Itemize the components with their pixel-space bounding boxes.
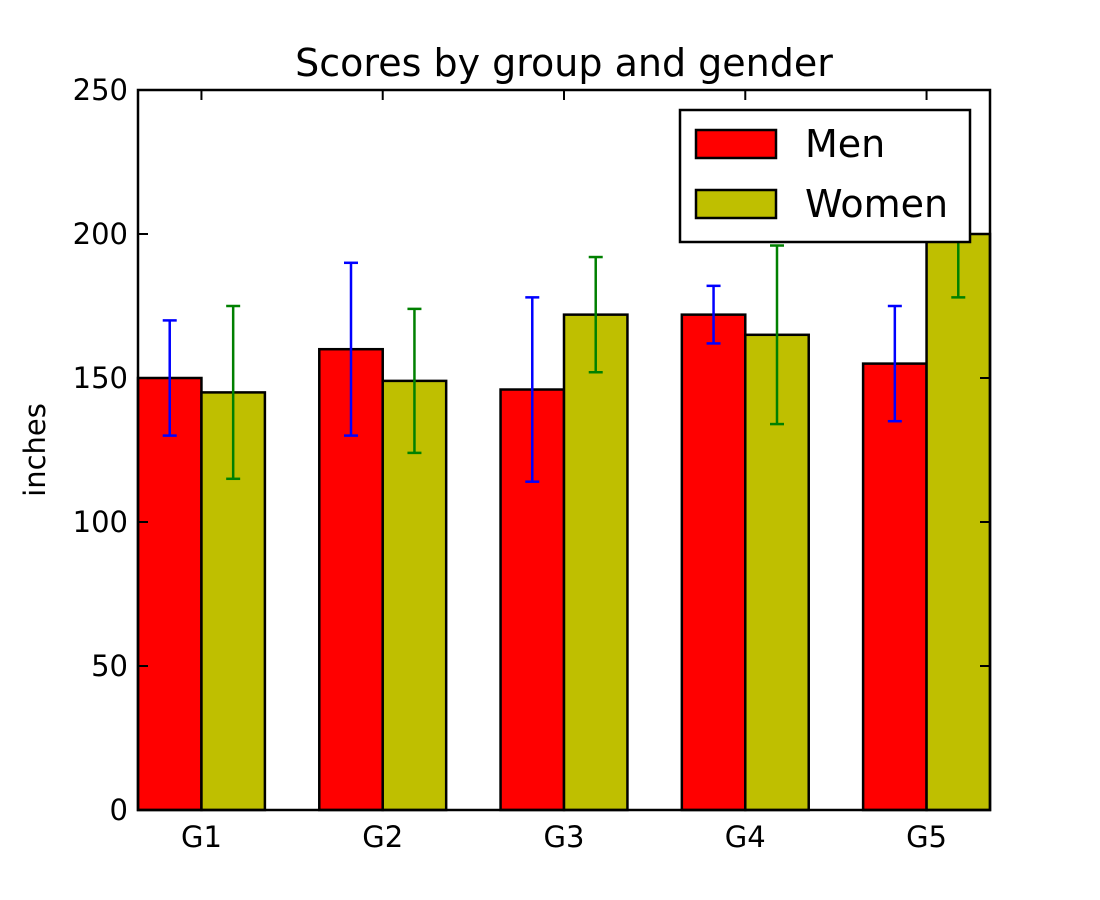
- error-bar-women-g4: [770, 244, 784, 426]
- plot-area: 0 50 100 150 200 250 G1 G2 G3 G4 G5: [73, 73, 992, 854]
- error-bar-men-g5: [887, 304, 902, 423]
- error-bar-men-g4: [706, 284, 721, 345]
- bar-women-g5: [925, 232, 992, 812]
- legend-swatch-women: [694, 188, 778, 220]
- x-tick-label: G1: [181, 820, 222, 854]
- bar-men-g1: [136, 376, 203, 812]
- legend-swatch-men: [694, 128, 778, 160]
- y-axis-label: inches: [18, 403, 52, 497]
- bar-men-g5: [861, 362, 928, 812]
- plot-frame: [136, 88, 992, 812]
- x-tick-label: G4: [725, 820, 766, 854]
- error-bar-women-g2: [407, 307, 422, 455]
- error-bar-men-g1: [162, 319, 177, 437]
- x-tick-label: G5: [906, 820, 947, 854]
- legend-label-men: Men: [805, 122, 885, 166]
- error-bar-women-g3: [588, 255, 603, 374]
- legend: Men Women: [678, 108, 972, 244]
- error-bar-women-g1: [226, 304, 241, 481]
- legend-label-women: Women: [805, 182, 948, 226]
- bar-women-g3: [562, 313, 629, 812]
- y-tick-label: 200: [73, 217, 128, 251]
- y-tick-label: 50: [91, 649, 128, 683]
- bar-men-g4: [680, 313, 747, 812]
- error-bar-men-g3: [525, 296, 540, 483]
- x-tick-label: G2: [362, 820, 403, 854]
- chart-title: Scores by group and gender: [295, 41, 833, 85]
- error-bar-men-g2: [344, 261, 358, 437]
- y-tick-label: 100: [73, 505, 128, 539]
- y-tick-label: 0: [110, 793, 128, 827]
- y-tick-label: 250: [73, 73, 128, 107]
- y-tick-label: 150: [73, 361, 128, 395]
- x-tick-label: G3: [544, 820, 585, 854]
